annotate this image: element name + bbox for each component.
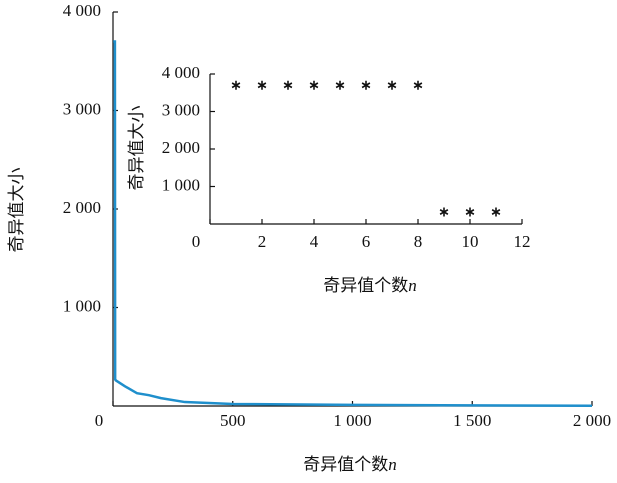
point-stroke: [257, 82, 267, 89]
x-axis-label: 奇异值个数n: [303, 455, 397, 474]
x-tick-label: 2: [258, 232, 267, 251]
point-stroke: [361, 82, 371, 89]
point: [439, 207, 449, 217]
point: [283, 80, 293, 90]
point-stroke: [387, 82, 397, 89]
point-stroke: [413, 82, 423, 89]
point-stroke: [231, 82, 241, 89]
point-stroke: [491, 209, 501, 215]
point: [309, 80, 319, 90]
point-stroke: [335, 82, 345, 89]
line: [113, 40, 593, 408]
y-tick-label: 4 000: [162, 63, 200, 82]
x-tick-label: 10: [462, 232, 479, 251]
x-axis-label: 奇异值个数n: [323, 276, 417, 295]
x-tick-label: 1 000: [333, 411, 371, 430]
point-stroke: [439, 209, 449, 215]
y-tick-label: 2 000: [63, 198, 101, 217]
point-stroke: [309, 82, 319, 89]
y-tick-label: 1 000: [162, 175, 200, 194]
y-tick-label: 4 000: [63, 1, 101, 20]
y-tick-label: 3 000: [162, 100, 200, 119]
x-axis-label-symbol: n: [408, 276, 417, 295]
y-tick-label: 2 000: [162, 138, 200, 157]
x-tick-label: 4: [310, 232, 319, 251]
x-axis-label-symbol: n: [388, 455, 397, 474]
point-stroke: [283, 82, 293, 89]
point: [231, 80, 241, 90]
point: [335, 80, 345, 90]
x-tick-label: 6: [362, 232, 371, 251]
point: [465, 207, 475, 217]
point: [387, 80, 397, 90]
y-axis-label: 奇异值大小: [127, 106, 146, 191]
x-tick-label: 1 500: [453, 411, 491, 430]
x-tick-label: 12: [514, 232, 531, 251]
point-stroke: [465, 209, 475, 215]
point: [491, 207, 501, 217]
point: [361, 80, 371, 90]
x-tick-label: 2 000: [573, 411, 611, 430]
y-axis-label: 奇异值大小: [7, 168, 26, 253]
x-tick-label: 8: [414, 232, 423, 251]
x-axis-label-text: 奇异值个数: [323, 276, 408, 295]
y-tick-label: 3 000: [63, 99, 101, 118]
x-tick-label: 0: [95, 411, 104, 430]
point: [257, 80, 267, 90]
point: [413, 80, 423, 90]
x-axis-label-text: 奇异值个数: [303, 455, 388, 474]
x-tick-label: 500: [220, 411, 246, 430]
x-tick-label: 0: [192, 232, 201, 251]
y-tick-label: 1 000: [63, 296, 101, 315]
